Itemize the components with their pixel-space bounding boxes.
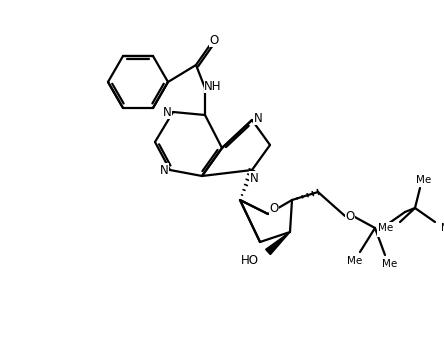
Text: O: O <box>270 201 279 214</box>
Text: O: O <box>210 34 218 47</box>
Polygon shape <box>266 232 290 254</box>
Text: O: O <box>345 210 355 224</box>
Text: NH: NH <box>204 79 222 92</box>
Text: Me: Me <box>441 223 444 233</box>
Text: Me: Me <box>378 223 394 233</box>
Text: Me: Me <box>382 259 398 269</box>
Text: N: N <box>163 105 171 118</box>
Text: HO: HO <box>241 253 259 266</box>
Text: Me: Me <box>347 256 363 266</box>
Text: Me: Me <box>416 175 432 185</box>
Text: Si: Si <box>378 224 390 237</box>
Text: N: N <box>250 171 258 184</box>
Text: N: N <box>254 111 262 124</box>
Text: N: N <box>160 163 168 176</box>
